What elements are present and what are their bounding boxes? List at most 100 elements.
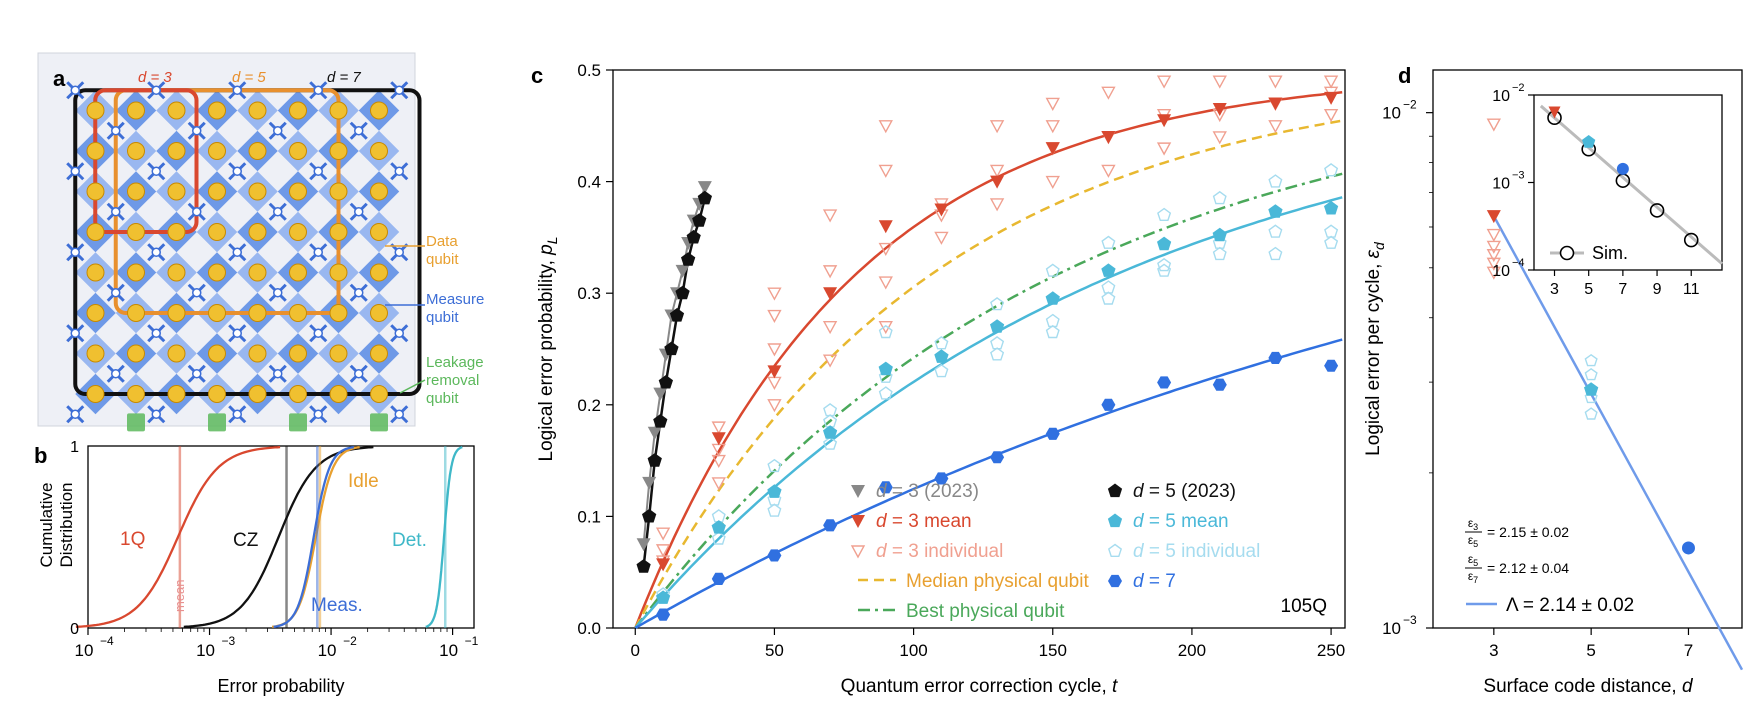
data-qubit [289, 101, 307, 120]
c-point-d-5-individual [1045, 313, 1060, 328]
c-point-d-3-mean [1157, 114, 1172, 128]
c-point-d-5-2023- [669, 308, 685, 322]
c-point-d-5-individual [1101, 291, 1116, 305]
c-point-d-3-mean [711, 432, 726, 446]
c-point-d-3-individual [1323, 75, 1339, 89]
d-point-d5-mean [1584, 382, 1599, 396]
c-xtick-label: 100 [899, 641, 927, 660]
measure-qubit [66, 81, 85, 100]
data-qubit [370, 263, 388, 282]
label-meas: Meas. [311, 595, 363, 616]
c-point-d-3-individual [767, 343, 782, 357]
panel-a-letter: a [53, 66, 66, 91]
data-qubit [289, 304, 307, 322]
legend-label: d = 3 mean [876, 511, 972, 532]
panel-c-xticks: 0 50 100 150 200 250 [631, 628, 1345, 660]
inset-legend-marker [1559, 245, 1575, 261]
measure-qubit [349, 202, 368, 221]
data-qubit [329, 142, 348, 160]
data-qubit [86, 182, 105, 201]
c-point-d-5-individual [1324, 224, 1339, 238]
measure-qubit [187, 364, 206, 383]
panel-d-axes [1432, 69, 1743, 629]
c-point-d-5-individual [1268, 246, 1283, 261]
measure-qubit [309, 81, 328, 100]
c-point-d-3-individual [1045, 120, 1060, 134]
measure-qubit [66, 405, 85, 424]
inset-xtick-label: 5 [1584, 281, 1593, 298]
panel-c-axes [612, 69, 1346, 629]
c-point-d-3-individual [1045, 175, 1060, 190]
panel-b-xticks: 10 −4 10 −3 10 −2 10 −1 [75, 628, 479, 660]
panel-d-plot [1486, 118, 1744, 671]
c-point-d-3-individual [989, 198, 1005, 212]
measure-qubit [147, 162, 166, 181]
best-physical-qubit-line [634, 172, 1343, 629]
measure-qubit [349, 283, 368, 302]
b-xtick-label: 10 [75, 641, 94, 660]
data-qubit [370, 223, 388, 241]
c-point-d-5-mean [1045, 291, 1060, 305]
data-qubit [370, 344, 388, 363]
ratio2-value: = 2.12 ± 0.04 [1487, 560, 1569, 576]
measure-qubit [390, 81, 409, 100]
d-xtick-label: 7 [1684, 641, 1693, 660]
c-ytick-label: 0.3 [577, 284, 601, 303]
c-point-d-5-individual [1045, 324, 1060, 339]
data-qubit [127, 223, 145, 241]
data-qubit [329, 101, 348, 120]
measure-qubit [228, 324, 247, 343]
inset-xtick-label: 9 [1653, 281, 1662, 298]
panel-a: a d = 3 d = 5 d = 7 Data qubit Measure q… [37, 52, 484, 432]
panel-d-letter: d [1398, 63, 1411, 88]
d-point-d3-individual [1486, 257, 1502, 271]
label-mean: mean [172, 579, 187, 612]
legend-marker [851, 515, 865, 528]
measure-qubit [309, 405, 328, 424]
d-point-d5-individual [1584, 367, 1598, 381]
panel-b-xlabel: Error probability [217, 676, 344, 696]
c-point-d-5-individual [1268, 174, 1283, 188]
c-point-d-3-mean [934, 203, 949, 217]
c-point-d-5-individual [990, 347, 1005, 361]
panel-c-ylabel: Logical error probability, pL [536, 236, 560, 461]
c-xtick-label: 150 [1039, 641, 1067, 660]
panel-c-yticks: 0.0 0.1 0.2 0.3 0.4 0.5 [577, 61, 613, 638]
data-qubit [208, 142, 226, 160]
c-xtick-label: 50 [765, 641, 784, 660]
measure-qubit [106, 364, 125, 383]
c-point-d-3-mean [990, 175, 1005, 189]
data-qubit [167, 223, 186, 241]
panel-c: c 0.0 0.1 0.2 0.3 0.4 0.5 0 50 100 150 200 250 Log… [531, 61, 1346, 697]
c-point-d-7 [1324, 359, 1339, 372]
c-point-d-5-mean [823, 425, 838, 439]
data-qubit [167, 142, 186, 160]
b-xtick-exp: −1 [465, 634, 479, 648]
c-point-d-5-individual [1212, 190, 1227, 205]
c-point-d-3-individual [878, 120, 893, 134]
inset-xtick-label: 11 [1683, 281, 1700, 298]
lambda-fit-line [1492, 215, 1744, 671]
data-qubit [289, 142, 307, 160]
measure-qubit [66, 162, 85, 181]
inset-fit-line [1539, 104, 1723, 265]
d-point-d3-individual [1486, 118, 1502, 132]
label-1q: 1Q [120, 529, 145, 550]
c-point-d-3-mean [1212, 103, 1227, 117]
c-point-d-3-2023- [697, 181, 712, 195]
data-qubit [208, 344, 226, 363]
c-point-d-5-mean [878, 361, 893, 376]
data-qubit [86, 101, 105, 120]
legend-marker [1108, 574, 1122, 588]
data-qubit [370, 101, 388, 120]
label-measure-qubit-2: qubit [426, 309, 459, 326]
d-point-d3-individual [1486, 249, 1502, 263]
data-qubit [86, 263, 105, 282]
measure-qubit [390, 162, 409, 181]
c-point-d-3-mean [878, 220, 893, 234]
d-ytick-base: 10 [1382, 619, 1401, 638]
c-point-d-3-2023- [636, 538, 651, 552]
measure-qubit [228, 243, 247, 262]
c-point-d-5-individual [1212, 246, 1227, 261]
